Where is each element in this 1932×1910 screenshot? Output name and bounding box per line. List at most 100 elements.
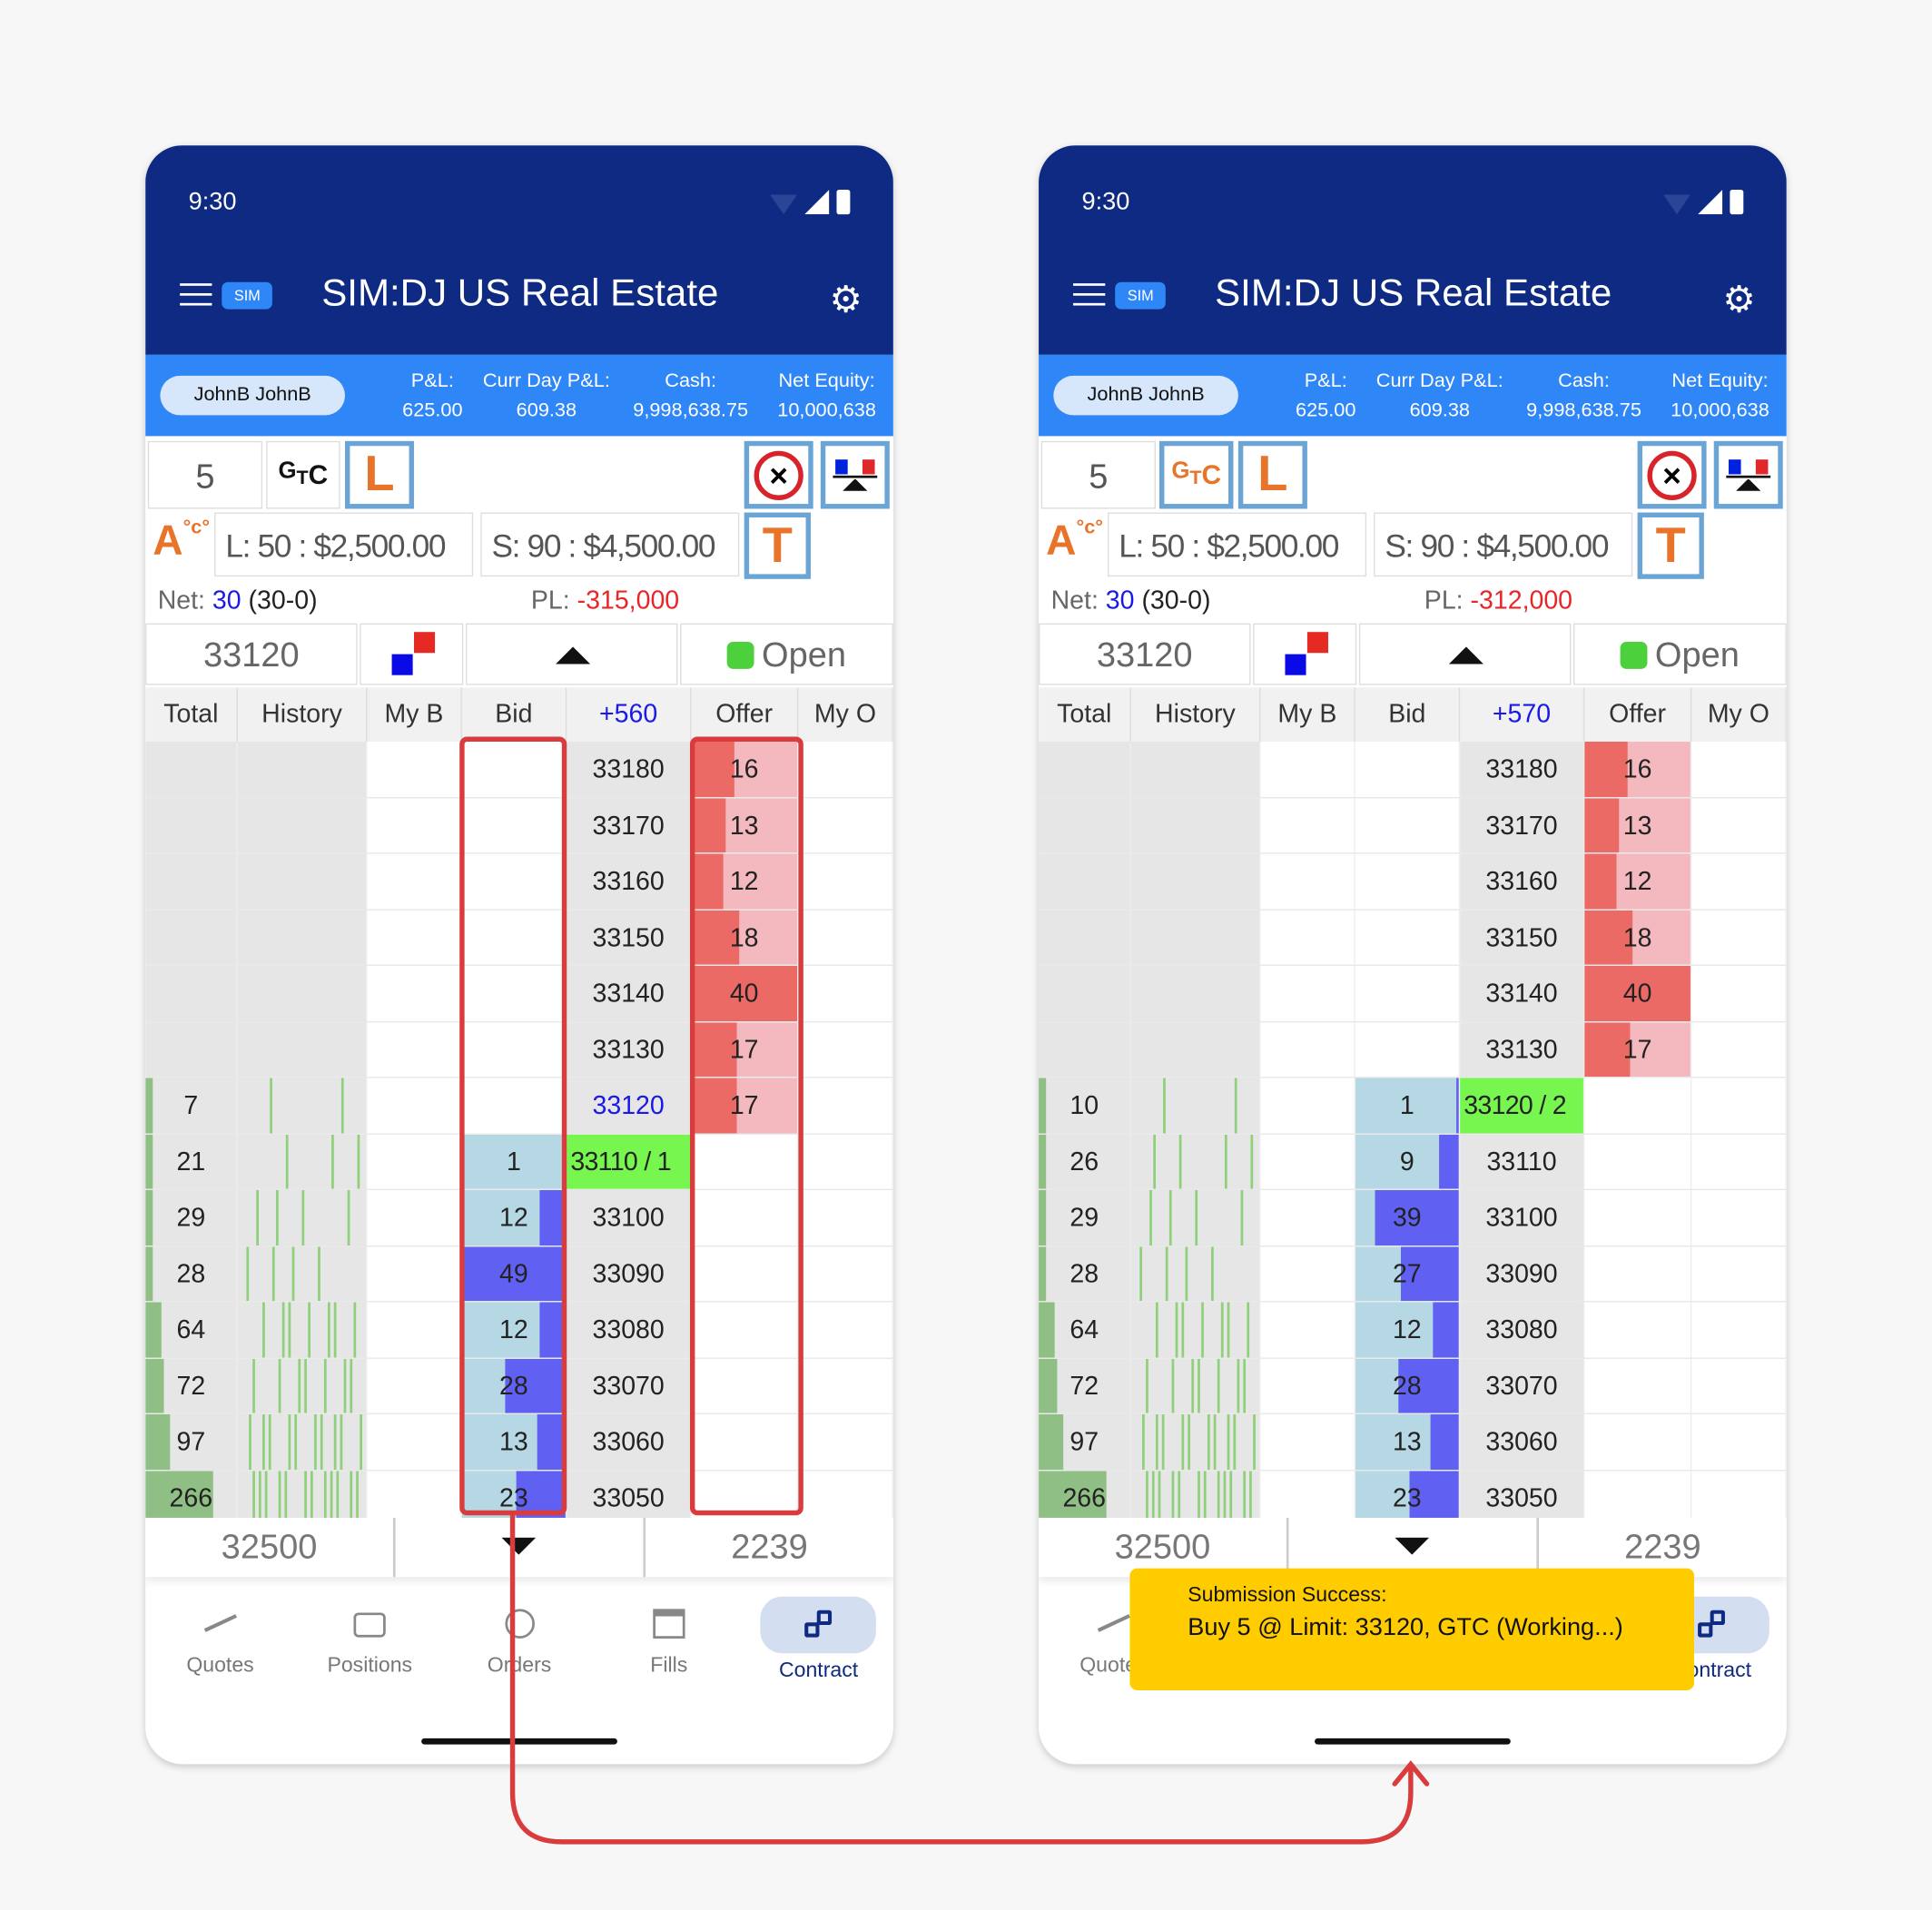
gear-icon[interactable]: ⚙ <box>1722 280 1756 320</box>
offer-cell[interactable] <box>1584 1134 1692 1189</box>
price-cell[interactable]: 33180 <box>567 741 692 797</box>
price-cell[interactable]: 33130 <box>1460 1021 1585 1078</box>
bid-cell[interactable]: 28 <box>461 1358 567 1413</box>
price-cell[interactable]: 33080 <box>1460 1302 1585 1357</box>
stop-field[interactable]: S: 90 : $4,500.00 <box>1374 512 1633 577</box>
nav-contract[interactable]: Contract <box>744 1587 893 1722</box>
price-cell[interactable]: 33180 <box>1460 741 1585 797</box>
account-button[interactable]: JohnB JohnB <box>160 375 345 416</box>
trailing-button[interactable]: T <box>744 512 811 579</box>
my-offer-cell[interactable] <box>1691 1302 1787 1357</box>
offer-cell[interactable]: 17 <box>691 1078 799 1133</box>
my-offer-cell[interactable] <box>798 741 893 797</box>
my-bid-cell[interactable] <box>1260 797 1355 853</box>
price-cell[interactable]: 33150 <box>567 910 692 965</box>
bid-cell[interactable] <box>1355 910 1461 965</box>
my-bid-cell[interactable] <box>1260 1245 1355 1302</box>
my-offer-cell[interactable] <box>1691 1021 1787 1078</box>
column-header[interactable]: My O <box>798 687 893 742</box>
my-offer-cell[interactable] <box>798 910 893 965</box>
my-offer-cell[interactable] <box>798 965 893 1021</box>
offer-cell[interactable]: 18 <box>1584 910 1692 965</box>
offer-cell[interactable]: 16 <box>1584 741 1692 797</box>
price-cell[interactable]: 33070 <box>567 1358 692 1413</box>
home-indicator[interactable] <box>1315 1738 1511 1745</box>
column-header[interactable]: My B <box>1260 687 1355 742</box>
bid-cell[interactable] <box>1355 797 1461 853</box>
offer-cell[interactable] <box>1584 1189 1692 1245</box>
price-cell[interactable]: 33170 <box>1460 797 1585 853</box>
home-indicator[interactable] <box>421 1738 617 1745</box>
my-bid-cell[interactable] <box>1260 741 1355 797</box>
cancel-all-button[interactable]: × <box>744 440 813 509</box>
column-header[interactable]: Offer <box>1584 687 1692 742</box>
gtc-button[interactable]: GTC <box>266 440 340 509</box>
oco-icon[interactable]: A°c° <box>153 517 211 565</box>
bid-cell[interactable]: 13 <box>461 1413 567 1470</box>
offer-cell[interactable] <box>1584 1358 1692 1413</box>
column-header[interactable]: My O <box>1691 687 1787 742</box>
price-cell[interactable]: 33060 <box>567 1413 692 1470</box>
limit-field[interactable]: L: 50 : $2,500.00 <box>1108 512 1367 577</box>
my-offer-cell[interactable] <box>798 1470 893 1518</box>
price-cell[interactable]: 33170 <box>567 797 692 853</box>
my-bid-cell[interactable] <box>1260 1078 1355 1133</box>
my-offer-cell[interactable] <box>1691 1470 1787 1518</box>
my-bid-cell[interactable] <box>1260 965 1355 1021</box>
price-cell[interactable]: 33100 <box>567 1189 692 1245</box>
my-offer-cell[interactable] <box>1691 1245 1787 1302</box>
my-offer-cell[interactable] <box>798 1358 893 1413</box>
column-header[interactable]: Bid <box>462 687 567 742</box>
bid-cell[interactable]: 49 <box>461 1245 567 1302</box>
my-bid-cell[interactable] <box>1260 1134 1355 1189</box>
price-cell[interactable]: 33140 <box>567 965 692 1021</box>
bid-cell[interactable]: 13 <box>1355 1413 1461 1470</box>
oco-icon[interactable]: A°c° <box>1046 517 1103 565</box>
price-cell[interactable]: 33120 <box>567 1078 692 1133</box>
column-header[interactable]: Total <box>145 687 238 742</box>
nav-fills[interactable]: Fills <box>594 1587 744 1722</box>
menu-icon[interactable] <box>180 283 212 306</box>
price-cell[interactable]: 33120 / 2 <box>1460 1078 1585 1133</box>
offer-cell[interactable] <box>691 1189 799 1245</box>
price-cell[interactable]: 33100 <box>1460 1189 1585 1245</box>
my-bid-cell[interactable] <box>1260 1358 1355 1413</box>
my-offer-cell[interactable] <box>798 1078 893 1133</box>
stop-field[interactable]: S: 90 : $4,500.00 <box>480 512 740 577</box>
offer-cell[interactable]: 13 <box>691 797 799 853</box>
price-cell[interactable]: 33110 <box>1460 1134 1585 1189</box>
quantity-field[interactable]: 5 <box>147 440 263 509</box>
nav-orders[interactable]: Orders <box>445 1587 595 1722</box>
offer-cell[interactable] <box>691 1470 799 1518</box>
my-offer-cell[interactable] <box>1691 1189 1787 1245</box>
my-offer-cell[interactable] <box>1691 1413 1787 1470</box>
my-offer-cell[interactable] <box>1691 1078 1787 1133</box>
offer-cell[interactable]: 18 <box>691 910 799 965</box>
price-cell[interactable]: 33130 <box>567 1021 692 1078</box>
flatten-button[interactable] <box>820 440 890 509</box>
offer-cell[interactable]: 12 <box>691 853 799 909</box>
my-offer-cell[interactable] <box>798 1413 893 1470</box>
my-bid-cell[interactable] <box>1260 1302 1355 1357</box>
my-offer-cell[interactable] <box>798 1245 893 1302</box>
cancel-all-button[interactable]: × <box>1637 440 1707 509</box>
column-header[interactable]: History <box>1131 687 1261 742</box>
bid-cell[interactable] <box>1355 853 1461 909</box>
column-header[interactable]: Total <box>1039 687 1131 742</box>
price-cell[interactable]: 33140 <box>1460 965 1585 1021</box>
offer-cell[interactable] <box>1584 1245 1692 1302</box>
price-cell[interactable]: 33160 <box>567 853 692 909</box>
limit-order-button[interactable]: L <box>344 440 414 509</box>
my-offer-cell[interactable] <box>1691 853 1787 909</box>
column-header[interactable]: +570 <box>1460 687 1585 742</box>
bid-cell[interactable]: 12 <box>461 1302 567 1357</box>
my-bid-cell[interactable] <box>1260 1413 1355 1470</box>
scroll-up-button[interactable] <box>465 623 678 685</box>
bid-cell[interactable]: 1 <box>461 1134 567 1189</box>
offer-cell[interactable]: 13 <box>1584 797 1692 853</box>
nav-quotes[interactable]: Quotes <box>145 1587 295 1722</box>
price-cell[interactable]: 33090 <box>567 1245 692 1302</box>
trailing-button[interactable]: T <box>1637 512 1704 579</box>
bid-cell[interactable] <box>1355 1021 1461 1078</box>
price-cell[interactable]: 33090 <box>1460 1245 1585 1302</box>
